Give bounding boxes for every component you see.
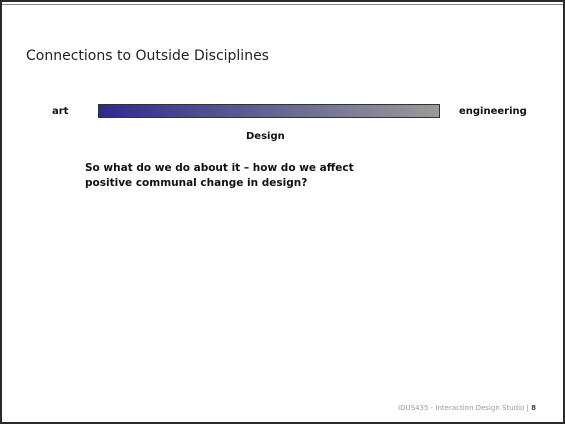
spectrum-bar: [98, 104, 440, 118]
footer: IDUS435 - Interaction Design Studio | 8: [398, 404, 536, 412]
footer-text: IDUS435 - Interaction Design Studio |: [398, 404, 529, 412]
body-line: positive communal change in design?: [85, 177, 308, 189]
spectrum-right-label: engineering: [459, 106, 527, 117]
spectrum-caption: Design: [246, 131, 285, 142]
body-line: So what do we do about it – how do we af…: [85, 162, 354, 174]
top-rule: [2, 4, 563, 5]
spectrum-left-label: art: [52, 106, 69, 117]
body-text: So what do we do about it – how do we af…: [85, 161, 354, 191]
slide-title: Connections to Outside Disciplines: [26, 48, 269, 64]
page-number: 8: [531, 404, 536, 412]
